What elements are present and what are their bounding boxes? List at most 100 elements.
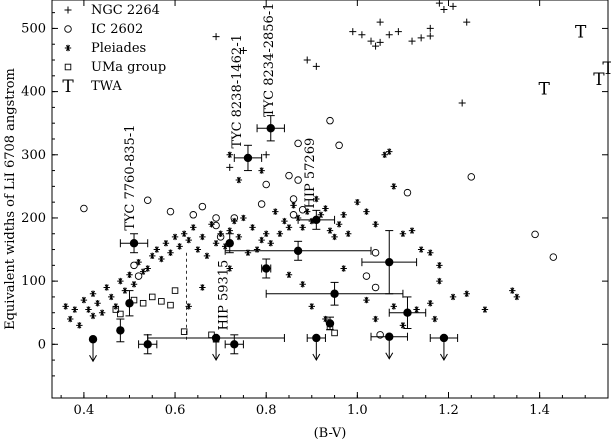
highlighted-point (325, 316, 335, 331)
data-point (427, 249, 434, 256)
data-point (426, 32, 434, 40)
highlighted-point (388, 296, 427, 330)
legend-label: TWA (91, 79, 122, 94)
highlighted-point (224, 334, 244, 355)
highlighted-marker (325, 319, 335, 328)
data-point (371, 283, 380, 292)
data-point (481, 306, 489, 313)
data-point (372, 315, 379, 323)
annotation-label: TYC 7760-835-1 (123, 125, 138, 231)
upper-limit-arrowhead (385, 352, 394, 360)
data-point (185, 303, 192, 310)
highlighted-point (225, 233, 234, 254)
data-point (467, 173, 476, 181)
highlighted-marker (385, 332, 394, 341)
annotation-label: HIP 57269 (303, 138, 318, 209)
highlighted-marker (243, 153, 253, 163)
highlighted-marker (129, 239, 139, 248)
data-point (258, 236, 265, 244)
data-point (144, 265, 151, 272)
data-point (199, 284, 206, 291)
data-point (335, 221, 343, 228)
y-tick-label: 0 (38, 337, 46, 352)
x-tick-label: 1.4 (529, 403, 550, 418)
data-point (139, 268, 147, 275)
data-point (531, 230, 539, 239)
data-point (226, 163, 234, 171)
series-ic-2602 (80, 116, 558, 339)
data-point (312, 62, 320, 70)
data-point (176, 243, 183, 250)
highlighted-marker (116, 326, 125, 335)
legend: NGC 2264 IC 2602 Pleiades UMa group T TWA (62, 3, 166, 97)
data-point (117, 310, 124, 318)
y-tick-label: 500 (21, 21, 46, 36)
axis-ticks: 0.4 0.6 0.8 1.0 1.2 1.4 0 100 200 300 400 500 (21, 0, 608, 418)
data-point (435, 0, 443, 7)
data-point (371, 248, 380, 257)
legend-item: IC 2602 (64, 22, 143, 37)
data-point (358, 31, 366, 39)
data-point (80, 204, 88, 213)
legend-item: T TWA (62, 77, 122, 97)
data-point (253, 246, 261, 253)
data-point (162, 240, 170, 247)
highlighted-point (370, 332, 408, 360)
data-point (436, 262, 443, 269)
highlighted-point (224, 240, 372, 261)
data-point (249, 224, 256, 231)
data-point (390, 303, 398, 310)
data-point (244, 249, 252, 256)
data-point (449, 293, 457, 301)
data-point (340, 211, 347, 218)
data-point (290, 202, 297, 209)
data-point (208, 221, 215, 228)
data-point (385, 31, 393, 39)
x-axis-title: (B-V) (314, 426, 347, 441)
highlighted-point (361, 230, 418, 295)
highlighted-points (88, 115, 459, 363)
series-ngc-2264 (212, 0, 471, 171)
legend-item: UMa group (64, 60, 166, 75)
data-point (390, 183, 398, 190)
data-point (354, 198, 361, 206)
data-point (139, 299, 147, 307)
data-point (67, 315, 74, 323)
highlighted-point (265, 281, 404, 306)
highlighted-point (147, 333, 285, 361)
data-point (130, 261, 138, 270)
data-point (171, 233, 179, 241)
legend-label: Pleiades (91, 41, 146, 56)
data-point (71, 306, 78, 313)
data-point (394, 28, 402, 36)
data-point (231, 217, 238, 225)
data-point (62, 303, 69, 310)
data-point (317, 211, 325, 218)
data-point (117, 277, 124, 285)
data-point (331, 233, 338, 241)
data-point (134, 272, 143, 280)
data-point (180, 230, 188, 237)
data-point (199, 233, 206, 241)
data-point (399, 230, 407, 237)
data-point (257, 200, 266, 208)
data-point (89, 290, 97, 297)
data-point (427, 300, 434, 307)
data-point (149, 252, 156, 260)
highlighted-marker (293, 246, 303, 256)
plot-frame (51, 0, 609, 399)
highlighted-point (256, 115, 285, 142)
highlighted-point (125, 290, 134, 317)
data-point (239, 47, 247, 55)
data-point (226, 265, 233, 272)
data-point (326, 116, 334, 125)
data-point (276, 230, 284, 237)
data-point (221, 243, 229, 250)
data-point (426, 24, 434, 32)
highlighted-point (233, 144, 263, 172)
data-point (285, 224, 293, 231)
data-point (121, 287, 129, 294)
x-tick-label: 1.2 (438, 403, 459, 418)
data-point (381, 151, 388, 158)
data-point (308, 303, 315, 310)
